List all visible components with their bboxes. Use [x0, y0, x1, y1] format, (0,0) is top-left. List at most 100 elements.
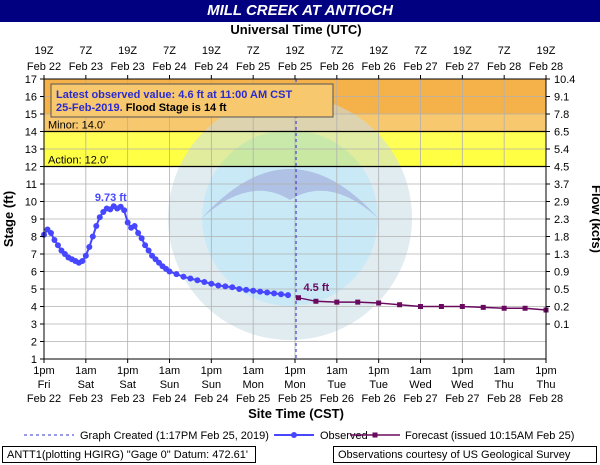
forecast-point: [418, 304, 423, 309]
top-tick-date: Feb 27: [445, 61, 479, 73]
observed-point: [124, 219, 131, 226]
observed-point: [121, 207, 128, 214]
x-tick-day: Mon: [242, 379, 263, 391]
y2-tick-label: 2.9: [554, 197, 569, 209]
legend: Graph Created (1:17PM Feb 25, 2019) Obser…: [24, 430, 574, 442]
legend-created-label: Graph Created (1:17PM Feb 25, 2019): [80, 430, 269, 442]
y2-tick-label: 6.5: [554, 127, 569, 139]
x-tick-day: Thu: [537, 379, 556, 391]
top-tick-date: Feb 24: [194, 61, 228, 73]
y-tick-label: 14: [25, 127, 37, 139]
observed-point: [93, 223, 100, 229]
legend-forecast-label: Forecast (issued 10:15AM Feb 25): [405, 430, 574, 442]
top-tick-time: 7Z: [498, 45, 511, 57]
observed-point: [138, 235, 145, 242]
info-box-frame: [50, 83, 334, 118]
top-tick-date: Feb 22: [27, 61, 61, 73]
y-tick-label: 1: [31, 354, 37, 366]
observed-point: [264, 289, 271, 296]
y2-tick-label: 0.5: [554, 284, 569, 296]
observed-point: [142, 242, 149, 249]
forecast-point: [459, 304, 465, 309]
y2-tick-label: 2.3: [554, 214, 569, 226]
x-tick-time: 1pm: [117, 365, 138, 377]
footer-credit: Observations courtesy of US Geological S…: [333, 446, 597, 463]
y2-tick-label: 0.2: [554, 302, 569, 314]
top-tick-time: 7Z: [330, 45, 343, 57]
y2-tick-label: 7.8: [554, 109, 569, 121]
observed-point: [215, 282, 222, 289]
top-tick-time: 19Z: [35, 45, 54, 57]
x-tick-day: Sat: [78, 379, 95, 391]
forecast-point: [438, 304, 444, 309]
legend-forecast-marker: [372, 432, 378, 438]
x-tick-date: Feb 25: [278, 393, 312, 405]
y2-tick-label: 0.9: [554, 267, 569, 279]
observed-point: [222, 283, 229, 290]
observed-point: [54, 242, 61, 249]
forecast-point: [355, 299, 361, 305]
top-tick-time: 7Z: [79, 45, 92, 57]
x-tick-date: Feb 26: [362, 393, 396, 405]
y-tick-label: 16: [25, 92, 37, 104]
observed-point: [243, 286, 250, 293]
y-tick-label: 8: [31, 232, 37, 244]
x-tick-date: Feb 28: [487, 393, 521, 405]
top-tick-time: 7Z: [163, 45, 176, 57]
x-tick-date: Feb 26: [320, 393, 354, 405]
peak-label: 9.73 ft: [95, 192, 127, 204]
observed-point: [89, 233, 96, 240]
top-tick-date: Feb 27: [403, 61, 437, 73]
y-tick-label: 2: [31, 337, 37, 349]
observed-point: [278, 291, 285, 298]
x-tick-time: 1am: [75, 365, 96, 377]
action-threshold-label: Action: 12.0': [48, 155, 108, 167]
y-tick-label: 11: [26, 179, 37, 191]
x-tick-time: 1am: [242, 365, 263, 377]
x-tick-time: 1pm: [201, 365, 222, 377]
y2-tick-label: 4.5: [554, 162, 569, 174]
top-tick-date: Feb 26: [320, 61, 354, 73]
top-tick-time: 19Z: [369, 45, 388, 57]
top-tick-time: 7Z: [414, 45, 427, 57]
x-tick-day: Tue: [369, 379, 388, 391]
x-tick-time: 1pm: [284, 365, 305, 377]
x-tick-day: Sun: [202, 379, 222, 391]
observed-point: [187, 275, 194, 282]
top-axis-title: Universal Time (UTC): [230, 22, 361, 37]
x-tick-date: Feb 24: [194, 393, 228, 405]
info-box: Latest observed value: 4.6 ft at 11:00 A…: [50, 83, 334, 118]
forecast-start-label: 4.5 ft: [303, 282, 329, 294]
observed-point: [51, 237, 58, 243]
x-tick-time: 1am: [159, 365, 180, 377]
hydrograph-chart: Universal Time (UTC) Minor: 14.0' Action:…: [1, 22, 600, 442]
top-tick-date: Feb 28: [529, 61, 563, 73]
observed-point: [257, 288, 264, 295]
y-tick-label: 4: [31, 302, 37, 314]
forecast-point: [295, 295, 301, 301]
threshold-lines: Minor: 14.0' Action: 12.0': [44, 120, 546, 168]
observed-point: [201, 279, 208, 285]
watermark-bird-shape: [202, 169, 378, 218]
observed-point: [86, 244, 93, 250]
top-tick-time: 19Z: [537, 45, 556, 57]
watermark-inner-disc: [202, 130, 378, 306]
observed-point: [145, 247, 152, 254]
x-tick-date: Feb 25: [236, 393, 270, 405]
forecast-point: [397, 302, 403, 308]
observed-point: [173, 271, 180, 278]
x-tick-time: 1am: [410, 365, 431, 377]
observed-point: [194, 277, 201, 284]
info-line1: Latest observed value: 4.6 ft at 11:00 A…: [56, 89, 292, 101]
y-tick-label: 5: [31, 284, 37, 296]
legend-observed-marker: [291, 432, 297, 438]
y-tick-label: 13: [25, 144, 37, 156]
top-tick-date: Feb 24: [152, 61, 186, 73]
x-tick-day: Wed: [409, 379, 431, 391]
forecast-point: [522, 305, 528, 311]
x-tick-day: Sat: [119, 379, 136, 391]
x-tick-day: Wed: [451, 379, 473, 391]
observed-point: [250, 287, 257, 294]
y-tick-label: 15: [25, 109, 37, 121]
top-tick-time: 7Z: [247, 45, 260, 57]
